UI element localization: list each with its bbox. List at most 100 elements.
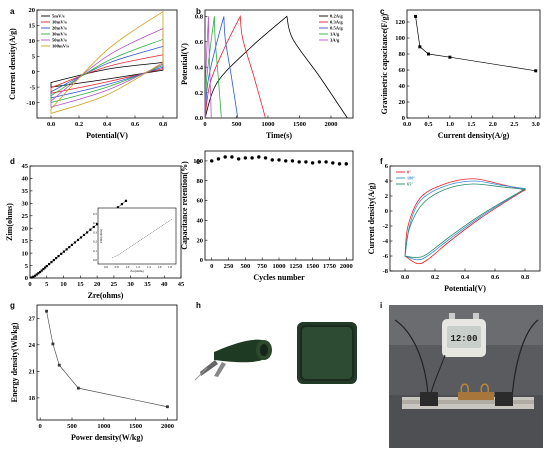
data-point	[277, 158, 281, 162]
chart-a-cv-curves: 0.0 0.2 0.4 0.6 0.8 -10 -5 0 5 10 15 20 Potential(V)…	[8, 7, 178, 140]
y-tick-label: 4	[385, 178, 389, 185]
data-point	[304, 160, 308, 164]
x-tick-label: 0	[28, 281, 31, 288]
data-point	[270, 158, 274, 162]
data-point	[223, 155, 227, 159]
x-tick-label: 500	[232, 121, 242, 128]
y-tick-label: 80	[197, 178, 204, 185]
y-tick-label: 45	[22, 163, 29, 170]
data-point	[50, 260, 53, 264]
data-point	[337, 162, 342, 166]
y-tick-label: 0.6	[195, 39, 204, 46]
y-tick-label: 20	[29, 7, 36, 14]
data-point	[85, 231, 89, 234]
x-tick-label: 1000	[273, 263, 286, 270]
y-tick-label: -10	[26, 100, 35, 107]
y-tick-label: 24	[29, 342, 36, 349]
data-point	[290, 159, 295, 163]
x-tick-label: 250	[224, 263, 234, 270]
x-tick-label: 5	[45, 281, 49, 288]
data-point	[76, 386, 80, 390]
x-tick-label: 0.6	[491, 274, 500, 281]
y-tick-label: 25	[22, 213, 29, 220]
data-point	[60, 252, 63, 255]
chart-e-retention: 0 250 500 750 1000 1250 1500 1750 2000 0 20 40 60 80 1…	[180, 150, 354, 282]
x-tick-label: 0.4	[103, 121, 112, 128]
inset-y-tick: 0.3	[93, 230, 97, 234]
data-point	[79, 236, 83, 239]
legend-label: 100mV/s	[52, 44, 69, 49]
inset-x-tick: 1.2	[136, 265, 140, 269]
panel-label-i: i	[380, 301, 382, 310]
plot-frame	[204, 9, 354, 119]
cv-loop-30mV/s	[50, 38, 164, 104]
data-point	[243, 156, 248, 160]
panel-label-e: e	[196, 157, 201, 166]
data-point	[324, 160, 328, 164]
y-tick-label: 0.0	[195, 115, 203, 122]
panel-label-h: h	[196, 301, 201, 310]
x-tick-label: 750	[257, 263, 267, 270]
x-tick-label: 1500	[306, 263, 319, 270]
data-point	[45, 264, 48, 268]
y-tick-label: 15	[29, 23, 36, 30]
x-tick-label: 1.0	[446, 121, 454, 128]
y-tick-label: 15	[22, 238, 29, 245]
y-tick-label: -2	[383, 223, 388, 230]
data-point	[216, 157, 221, 161]
inset-series-line	[111, 219, 173, 259]
chart-c-capacitance: 0.0 0.5 1.0 1.5 2.0 2.5 3.0 0 20 40 60 80 100 120 Curr…	[380, 9, 541, 140]
gcd-curve-3A/g	[204, 16, 212, 119]
data-point	[96, 223, 99, 226]
legend-label: 1A/g	[330, 32, 340, 37]
legend-label: 3A/g	[330, 38, 340, 43]
x-tick-label: 1000	[261, 121, 274, 128]
x-tick-label: 0	[39, 423, 42, 430]
photo-h-device	[194, 322, 357, 384]
data-point	[92, 225, 95, 229]
data-point	[48, 262, 51, 266]
x-tick-label: 1750	[323, 263, 336, 270]
data-point	[68, 246, 71, 249]
inset-frame	[97, 207, 177, 265]
y-tick-label: 0	[200, 257, 203, 264]
chart-f-bending-cv: 0.0 0.2 0.4 0.6 0.8 -8 -6 -4 -2 0 2 4 6 Potential(V) C…	[367, 163, 541, 293]
y-tick-label: 0.8	[195, 14, 204, 21]
panel-label-d: d	[10, 157, 15, 166]
panel-label-b: b	[196, 7, 201, 16]
x-tick-label: 0.0	[401, 274, 409, 281]
inset-y-tick: 0.4	[93, 221, 97, 225]
inset-x-tick: 1.4	[147, 265, 151, 269]
legend-label: 0.5A/g	[330, 26, 343, 31]
x-tick-label: 2000	[324, 121, 337, 128]
x-tick-label: 0.8	[159, 121, 168, 128]
x-tick-label: 0.0	[47, 121, 55, 128]
y-tick-label: 0	[402, 115, 405, 122]
x-tick-label: 2000	[340, 263, 353, 270]
y-tick-label: 20	[22, 225, 29, 232]
y-tick-label: 60	[399, 67, 406, 74]
y-tick-label: -6	[383, 253, 389, 260]
y-axis-label: Current density(A/g)	[8, 28, 17, 100]
x-tick-label: 0.0	[403, 121, 411, 128]
x-tick-label: 25	[111, 281, 118, 288]
data-point	[210, 159, 214, 163]
y-tick-label: -4	[383, 238, 389, 245]
x-tick-label: 0	[203, 121, 206, 128]
x-axis-label: Current density(A/g)	[438, 131, 510, 140]
timer-photo: 12:00	[442, 313, 486, 357]
cv-loop-50mV/s	[50, 27, 164, 108]
photo-i-timer-demo: 12:00	[389, 305, 543, 448]
data-point	[30, 276, 33, 279]
x-tick-label: 0	[210, 263, 213, 270]
cv-loop-20mV/s	[50, 45, 164, 99]
y-tick-label: 40	[22, 176, 29, 183]
data-point	[40, 269, 43, 272]
data-point	[230, 155, 234, 159]
y-tick-label: 120	[395, 19, 405, 26]
panel-label-g: g	[10, 301, 15, 310]
series-line	[46, 311, 168, 408]
y-tick-label: 10	[29, 38, 36, 45]
legend-label: 0.2A/g	[330, 14, 343, 19]
